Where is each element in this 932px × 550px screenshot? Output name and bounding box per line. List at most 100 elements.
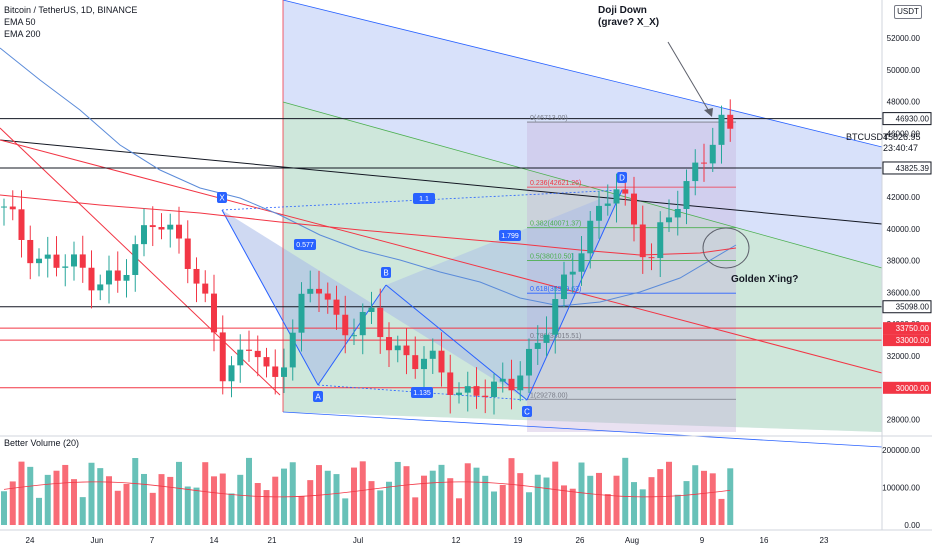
price-level-tag-1: 43825.39 [896, 164, 930, 173]
price-level-tag-5: 30000.00 [896, 384, 930, 393]
candle-body-16 [141, 225, 147, 245]
volume-bar-17 [149, 492, 156, 525]
candle-body-66 [578, 253, 585, 272]
candle-body-2 [18, 209, 25, 240]
volume-bar-8 [71, 479, 77, 525]
pattern-point-b-badge [381, 267, 391, 278]
pattern-ratio-badge-0 [294, 239, 316, 250]
volume-bar-33 [289, 462, 296, 525]
volume-bar-34 [298, 495, 305, 525]
volume-bar-60 [526, 492, 532, 525]
time-tick-2: 7 [150, 536, 155, 545]
volume-bar-68 [596, 472, 602, 525]
volume-ma-line [3, 481, 731, 498]
volume-tick-1: 100000.00 [882, 484, 920, 493]
candle-body-80 [701, 162, 707, 164]
candle-body-43 [377, 307, 384, 338]
candle-body-78 [683, 181, 690, 209]
candles-group [1, 99, 734, 415]
candle-body-58 [508, 378, 515, 391]
volume-bar-71 [622, 457, 629, 525]
price-level-tag-bg-1 [882, 161, 932, 175]
time-tick-10: 9 [700, 536, 705, 545]
volume-bar-12 [106, 476, 112, 525]
candle-body-64 [561, 274, 567, 299]
candle-body-11 [97, 284, 104, 291]
candle-body-63 [552, 298, 559, 335]
volume-bar-79 [692, 465, 699, 525]
volume-bar-5 [44, 474, 51, 525]
pattern-point-b: B [383, 269, 388, 278]
price-level-tag-bg-5 [883, 381, 931, 394]
time-tick-0: 24 [26, 536, 35, 545]
price-tick-7: 38000.00 [887, 257, 921, 266]
candle-body-61 [534, 342, 541, 349]
volume-bar-69 [604, 494, 611, 525]
time-tick-6: 12 [452, 536, 461, 545]
candle-body-46 [403, 345, 410, 356]
candle-body-77 [674, 208, 681, 218]
volume-tick-2: 0.00 [904, 521, 920, 530]
volume-bar-24 [211, 476, 217, 525]
candle-body-14 [123, 274, 130, 281]
volume-bar-42 [368, 481, 375, 525]
candle-body-7 [62, 266, 69, 268]
candle-body-47 [412, 355, 419, 370]
volume-bar-72 [631, 482, 637, 525]
volume-bar-38 [333, 474, 340, 525]
candle-body-60 [526, 348, 532, 376]
golden-cross-circle [702, 227, 750, 269]
volume-bar-11 [97, 468, 104, 525]
volume-bar-74 [648, 477, 655, 525]
symbol-legend: Bitcoin / TetherUS, 1D, BINANCE EMA 50 E… [4, 4, 137, 40]
channel-bottom-line [282, 411, 883, 448]
volume-bar-6 [53, 470, 60, 525]
ema50-line [0, 47, 737, 307]
candle-body-34 [298, 293, 305, 333]
currency-badge[interactable]: USDT [894, 5, 922, 19]
candle-body-42 [368, 307, 375, 312]
volume-bar-51 [447, 478, 454, 525]
candle-body-37 [324, 293, 331, 300]
ema50-legend: EMA 50 [4, 17, 36, 27]
price-level-tag-0: 46930.00 [896, 115, 930, 124]
volume-bar-46 [403, 466, 410, 525]
volume-bar-47 [412, 497, 419, 525]
candle-body-17 [149, 225, 156, 228]
pattern-point-c: C [524, 408, 530, 417]
volume-bar-26 [228, 493, 235, 525]
candle-body-22 [193, 268, 200, 284]
volume-bar-54 [473, 467, 480, 525]
pattern-point-d-badge [617, 172, 627, 183]
pattern-point-x: X [219, 194, 225, 203]
candle-body-56 [491, 381, 497, 398]
fib-label-3: 0.5(38010.50) [530, 253, 574, 260]
volume-bar-73 [639, 489, 646, 525]
pattern-ratio-3: 1.799 [501, 233, 519, 240]
pattern-point-d: D [619, 174, 625, 183]
volume-bar-77 [674, 494, 681, 525]
volume-bar-16 [141, 473, 147, 525]
fib-label-2: 0.382(40071.37) [530, 221, 581, 228]
candle-body-65 [569, 271, 576, 275]
price-level-tag-bg-2 [882, 300, 932, 314]
volume-bar-55 [482, 475, 489, 525]
harmonic-bcd [386, 190, 622, 400]
channel-top-line [282, 0, 883, 148]
candle-body-41 [359, 311, 366, 336]
candle-body-31 [272, 366, 279, 377]
candle-body-8 [71, 254, 77, 267]
candle-body-38 [333, 299, 340, 315]
candle-body-3 [27, 239, 34, 264]
candle-body-59 [517, 375, 524, 391]
volume-bar-58 [508, 458, 515, 525]
volume-bar-61 [534, 474, 541, 525]
volume-bar-67 [587, 475, 594, 525]
volume-bar-31 [272, 476, 279, 525]
volume-bar-41 [359, 461, 366, 525]
time-tick-1: Jun [91, 536, 104, 545]
candle-body-62 [543, 334, 550, 343]
candle-body-13 [114, 270, 121, 281]
candle-body-1 [9, 206, 16, 210]
